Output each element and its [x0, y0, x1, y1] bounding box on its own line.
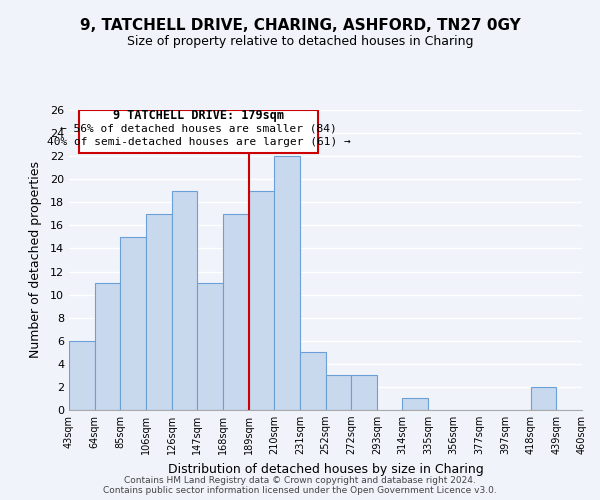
Bar	[325, 376, 351, 410]
Text: Size of property relative to detached houses in Charing: Size of property relative to detached ho…	[127, 35, 473, 48]
Text: 9 TATCHELL DRIVE: 179sqm: 9 TATCHELL DRIVE: 179sqm	[113, 110, 284, 122]
Text: ← 56% of detached houses are smaller (84): ← 56% of detached houses are smaller (84…	[60, 124, 337, 134]
Bar	[403, 398, 428, 410]
Text: 9, TATCHELL DRIVE, CHARING, ASHFORD, TN27 0GY: 9, TATCHELL DRIVE, CHARING, ASHFORD, TN2…	[80, 18, 520, 32]
Bar	[248, 191, 274, 410]
Bar	[223, 214, 248, 410]
Bar	[197, 283, 223, 410]
Y-axis label: Number of detached properties: Number of detached properties	[29, 162, 41, 358]
Text: Contains public sector information licensed under the Open Government Licence v3: Contains public sector information licen…	[103, 486, 497, 495]
Bar	[274, 156, 300, 410]
Text: Contains HM Land Registry data © Crown copyright and database right 2024.: Contains HM Land Registry data © Crown c…	[124, 476, 476, 485]
Bar	[95, 283, 121, 410]
Bar	[351, 376, 377, 410]
Bar	[146, 214, 172, 410]
X-axis label: Distribution of detached houses by size in Charing: Distribution of detached houses by size …	[167, 462, 484, 475]
Bar	[69, 341, 95, 410]
Bar	[121, 237, 146, 410]
Text: 40% of semi-detached houses are larger (61) →: 40% of semi-detached houses are larger (…	[47, 138, 350, 147]
Bar	[531, 387, 556, 410]
Bar	[300, 352, 325, 410]
Bar	[172, 191, 197, 410]
FancyBboxPatch shape	[79, 110, 318, 152]
